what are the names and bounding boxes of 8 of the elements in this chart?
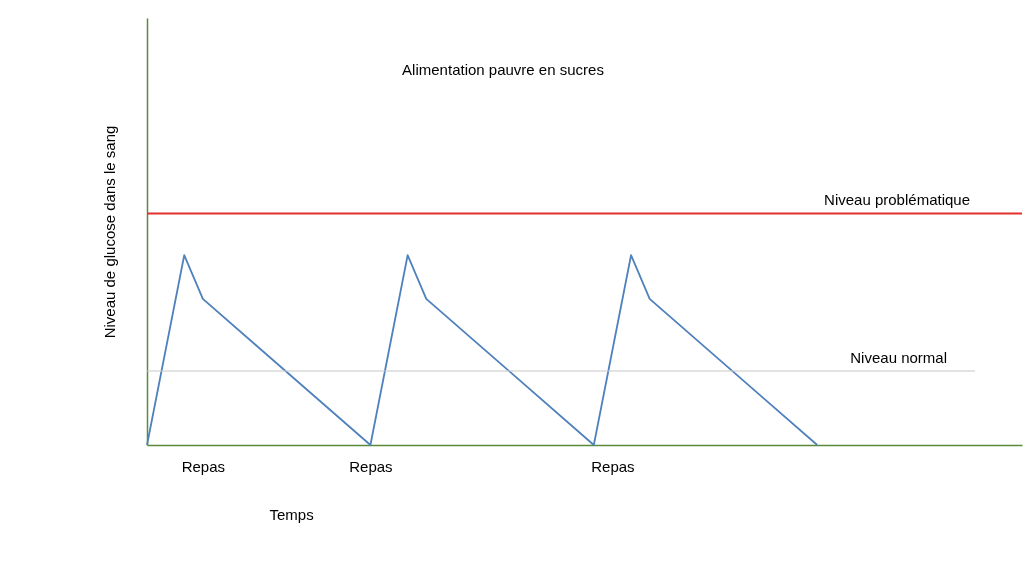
y-axis-title: Niveau de glucose dans le sang	[100, 125, 118, 339]
ref-line-label: Niveau normal	[850, 348, 947, 366]
x-axis-title: Temps	[269, 505, 314, 523]
chart-title: Alimentation pauvre en sucres	[402, 61, 604, 78]
x-tick-label: Repas	[591, 457, 635, 475]
x-tick-label: Repas	[181, 457, 226, 475]
ref-line-label: Niveau problématique	[824, 191, 970, 209]
x-tick-label: Repas	[349, 457, 393, 475]
